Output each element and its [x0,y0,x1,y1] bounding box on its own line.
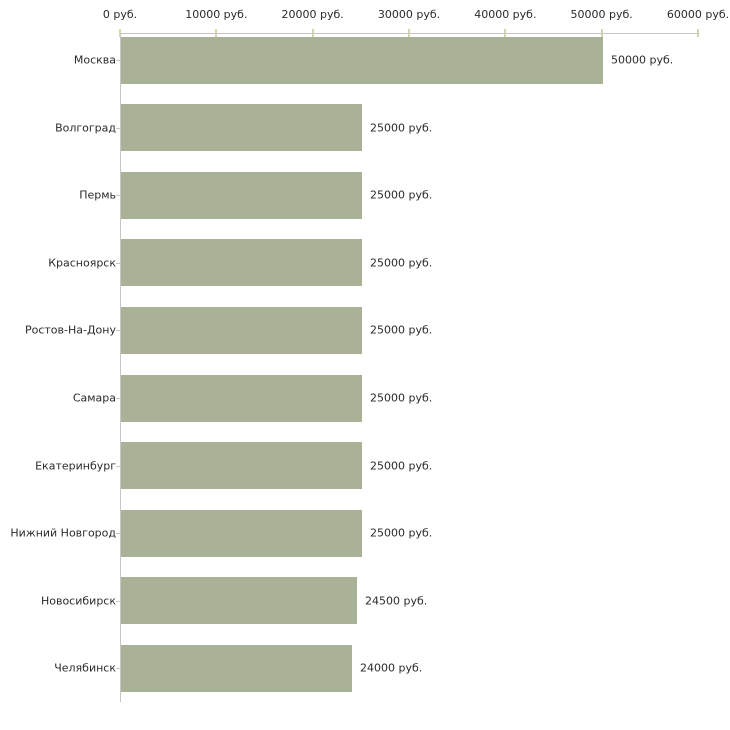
x-axis-tick-label: 30000 руб. [377,8,441,21]
bar-value-label: 25000 руб. [370,526,433,540]
bar-value-label: 50000 руб. [611,53,674,67]
y-axis-tick-mark [116,195,121,197]
y-axis-tick-mark [116,668,121,670]
x-axis-tick-label: 40000 руб. [474,8,537,21]
bar [121,509,362,557]
y-axis-tick-mark [116,262,121,264]
x-axis-tick-label: 20000 руб. [281,8,344,21]
category-label: Челябинск [54,661,116,675]
bar-value-label: 25000 руб. [370,256,433,270]
y-axis-tick-mark [116,127,121,129]
x-axis-tick-label: 50000 руб. [570,8,633,21]
category-label: Пермь [79,188,116,202]
bar [121,442,362,490]
category-label: Самара [72,391,116,405]
y-axis-line [120,33,121,702]
bar-value-label: 25000 руб. [370,391,433,405]
category-label: Красноярск [48,256,116,270]
bar [121,306,362,354]
x-axis-line [120,33,699,34]
bar [121,577,357,625]
y-axis-tick-mark [116,533,121,535]
bar [121,36,603,84]
bar-value-label: 25000 руб. [370,459,433,473]
bar-value-label: 25000 руб. [370,121,433,135]
y-axis-tick-mark [116,398,121,399]
bar [121,239,362,287]
bar-value-label: 25000 руб. [370,323,433,337]
y-axis-tick-mark [116,60,121,61]
y-axis-tick-mark [116,600,121,602]
bar [121,171,362,219]
category-label: Екатеринбург [35,459,116,473]
category-label: Москва [73,53,116,67]
bar-value-label: 24500 руб. [365,594,428,608]
y-axis-tick-mark [116,465,121,467]
bar [121,374,362,422]
category-label: Волгоград [55,121,116,135]
bar [121,104,362,152]
category-label: Ростов-На-Дону [24,323,116,337]
y-axis-tick-mark [116,330,121,332]
category-label: Новосибирск [40,594,116,608]
category-label: Нижний Новгород [10,526,116,540]
bar [121,644,352,692]
x-axis-tick-label: 10000 руб. [185,8,248,21]
x-axis-tick-label: 60000 руб. [666,8,730,21]
x-axis-tick-label: 0 руб. [102,8,138,21]
bar-value-label: 24000 руб. [360,661,423,675]
bar-value-label: 25000 руб. [370,188,433,202]
